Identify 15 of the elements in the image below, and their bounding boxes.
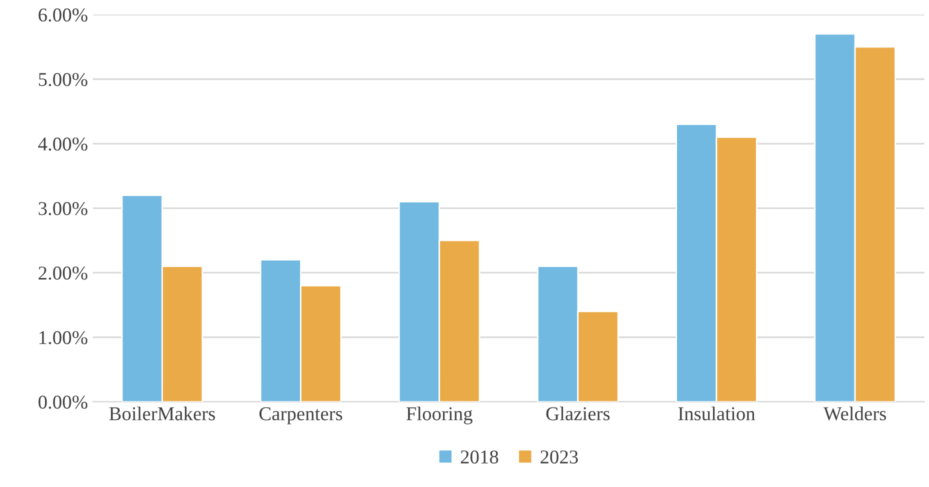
y-tick-label: 0.00% [38,396,88,409]
x-tick-label: Insulation [678,406,756,420]
x-tick-label: Carpenters [259,407,342,424]
legend-label: 2023 [540,450,578,464]
legend-label: 2018 [460,450,498,464]
y-tick-label: 5.00% [38,72,88,86]
x-tick-label: Flooring [406,406,472,424]
x-tick-label: BoilerMakers [109,406,215,420]
y-tick-label: 4.00% [38,137,88,151]
y-tick-label: 1.00% [40,331,88,344]
y-tick-label: 6.00% [38,8,88,22]
x-tick-label: Welders [823,406,886,420]
y-tick-label: 3.00% [38,202,88,216]
y-tick-label: 2.00% [38,266,88,280]
x-tick-label: Glaziers [546,406,610,420]
